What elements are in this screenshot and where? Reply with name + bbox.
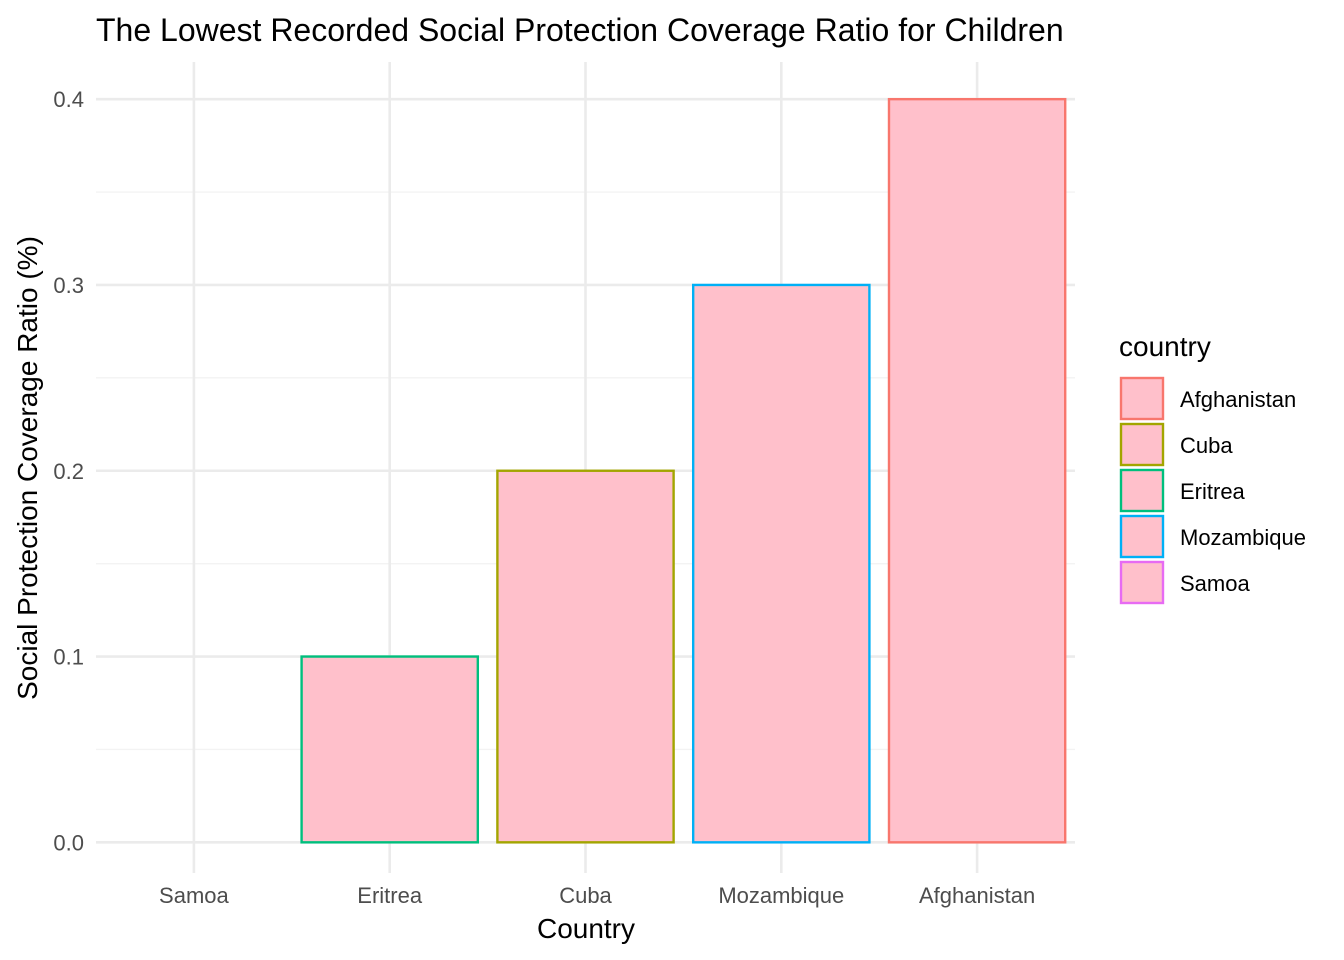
legend-item-samoa: Samoa <box>1119 560 1250 605</box>
bar-eritrea <box>300 655 480 844</box>
legend-swatch <box>1119 514 1165 559</box>
x-tick-label: Afghanistan <box>919 883 1035 908</box>
x-axis-ticks: Samoa Eritrea Cuba Mozambique Afghanistan <box>159 883 1035 908</box>
legend-label: Samoa <box>1180 571 1250 596</box>
x-tick-label: Eritrea <box>357 883 423 908</box>
legend-label: Eritrea <box>1180 479 1246 504</box>
y-axis-title: Social Protection Coverage Ratio (%) <box>12 236 43 700</box>
y-tick-label: 0.1 <box>53 645 84 670</box>
bar-mozambique <box>691 283 871 844</box>
legend-label: Afghanistan <box>1180 387 1296 412</box>
legend-swatch <box>1119 560 1165 605</box>
y-tick-label: 0.2 <box>53 459 84 484</box>
bar-cuba <box>496 469 675 844</box>
legend-item-mozambique: Mozambique <box>1119 514 1306 559</box>
x-tick-label: Samoa <box>159 883 229 908</box>
legend-swatch <box>1119 422 1165 467</box>
y-tick-label: 0.4 <box>53 87 84 112</box>
legend-title: country <box>1119 331 1211 362</box>
x-tick-label: Cuba <box>559 883 612 908</box>
y-tick-label: 0.3 <box>53 273 84 298</box>
bars <box>300 97 1067 844</box>
legend-item-eritrea: Eritrea <box>1119 468 1246 513</box>
bar-afghanistan <box>887 97 1067 844</box>
legend-swatch <box>1119 468 1165 513</box>
x-tick-label: Mozambique <box>718 883 844 908</box>
chart-title: The Lowest Recorded Social Protection Co… <box>96 12 1064 48</box>
legend-item-cuba: Cuba <box>1119 422 1233 467</box>
legend-item-afghanistan: Afghanistan <box>1119 376 1296 421</box>
legend: country Afghanistan Cuba Eritrea Mozambique… <box>1119 331 1306 605</box>
y-axis-ticks: 0.0 0.1 0.2 0.3 0.4 <box>53 87 84 855</box>
legend-label: Mozambique <box>1180 525 1306 550</box>
legend-label: Cuba <box>1180 433 1233 458</box>
y-tick-label: 0.0 <box>53 830 84 855</box>
legend-swatch <box>1119 376 1165 421</box>
x-axis-title: Country <box>537 913 635 944</box>
legend-items: Afghanistan Cuba Eritrea Mozambique Samoa <box>1119 376 1306 605</box>
